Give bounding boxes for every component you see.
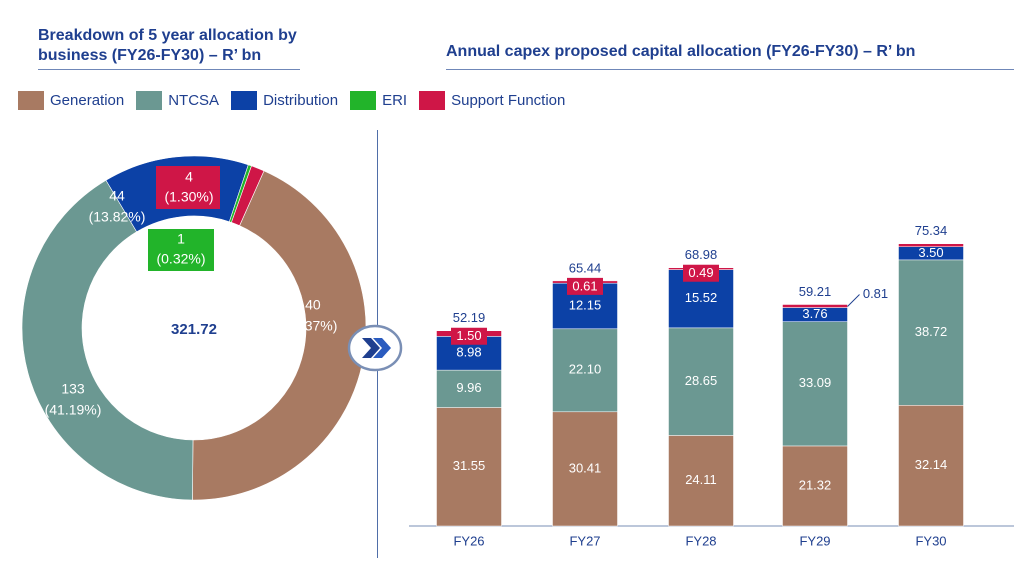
donut-pct-support-function: (1.30%) xyxy=(164,189,213,205)
bar-value-fy28-distribution: 15.52 xyxy=(685,290,718,305)
legend-label: NTCSA xyxy=(168,91,220,109)
legend: Generation NTCSA Distribution ERI Support Fu… xyxy=(18,88,577,112)
bar-fy27-generation xyxy=(552,411,618,527)
donut-center-total: 321.72 xyxy=(171,321,217,338)
bar-label-box-fy28 xyxy=(683,264,719,282)
legend-label: Generation xyxy=(50,91,125,109)
bar-value-fy27-ntcsa: 22.10 xyxy=(569,362,602,377)
legend-swatch xyxy=(136,90,163,110)
legend-label: ERI xyxy=(382,91,408,109)
donut-chart-title: Breakdown of 5 year allocation by busine… xyxy=(38,26,368,66)
legend-item-ntcsa: NTCSA xyxy=(136,90,220,110)
bar-chart-title: Annual capex proposed capital allocation… xyxy=(446,43,916,60)
x-tick-fy29: FY29 xyxy=(799,533,830,548)
bar-value-fy30-generation: 32.14 xyxy=(915,457,948,472)
bar-fy26-ntcsa xyxy=(436,369,502,408)
x-tick-fy27: FY27 xyxy=(569,533,600,548)
chevron-icon xyxy=(362,338,380,358)
donut-slice-generation xyxy=(192,170,367,501)
bar-value-fy29-ntcsa: 33.09 xyxy=(799,375,832,390)
bar-value-fy28-ntcsa: 28.65 xyxy=(685,373,718,388)
bar-fy30-generation xyxy=(898,405,964,527)
right-title-underline xyxy=(446,69,1014,70)
donut-label-box-eri xyxy=(148,229,214,271)
donut-pct-distribution: (13.82%) xyxy=(89,209,146,225)
donut-pct-ntcsa: (41.19%) xyxy=(45,402,102,418)
bar-total-fy28: 68.98 xyxy=(685,247,718,262)
bar-fy27-ntcsa xyxy=(552,328,618,413)
bar-label-box-fy26 xyxy=(451,327,487,345)
legend-swatch xyxy=(18,90,44,110)
chevron-icon-2 xyxy=(373,338,391,358)
donut-title-line-1: Breakdown of 5 year allocation by xyxy=(38,27,297,44)
legend-item-generation: Generation xyxy=(18,90,125,110)
bar-fy26-generation xyxy=(436,407,502,527)
donut-value-ntcsa: 133 xyxy=(61,381,85,397)
bar-value-fy26-distribution: 8.98 xyxy=(456,345,481,360)
bar-value-fy29-support-function: 0.81 xyxy=(863,286,888,301)
donut-value-support-function: 4 xyxy=(185,169,193,185)
bar-value-fy30-distribution: 3.50 xyxy=(918,245,943,260)
donut-pct-eri: (0.32%) xyxy=(156,251,205,267)
legend-item-support-function: Support Function xyxy=(419,90,566,110)
legend-label: Support Function xyxy=(451,91,566,109)
legend-item-distribution: Distribution xyxy=(231,90,339,110)
bar-fy29-support-function xyxy=(782,304,848,308)
x-tick-fy28: FY28 xyxy=(685,533,716,548)
bar-value-fy27-support-function: 0.61 xyxy=(572,278,597,293)
legend-swatch xyxy=(350,90,377,110)
donut-title-line-2: business (FY26-FY30) – R’ bn xyxy=(38,47,262,64)
bar-value-fy30-ntcsa: 38.72 xyxy=(915,324,948,339)
bar-value-fy29-distribution: 3.76 xyxy=(802,306,827,321)
x-tick-fy30: FY30 xyxy=(915,533,946,548)
bar-total-fy26: 52.19 xyxy=(453,310,486,325)
bar-total-fy27: 65.44 xyxy=(569,260,602,275)
legend-item-eri: ERI xyxy=(350,90,408,110)
bar-total-fy30: 75.34 xyxy=(915,223,948,238)
bar-value-fy28-support-function: 0.49 xyxy=(688,265,713,280)
donut-value-eri: 1 xyxy=(177,231,185,247)
left-title-underline xyxy=(38,69,300,70)
bar-label-box-fy27 xyxy=(567,277,603,295)
leader-line-fy29 xyxy=(847,294,860,307)
bar-value-fy26-support-function: 1.50 xyxy=(456,328,481,343)
legend-swatch xyxy=(419,90,446,110)
bar-fy29-generation xyxy=(782,445,848,527)
bar-total-fy29: 59.21 xyxy=(799,284,832,299)
bar-value-fy26-ntcsa: 9.96 xyxy=(456,380,481,395)
bar-value-fy26-generation: 31.55 xyxy=(453,458,486,473)
donut-value-generation: 140 xyxy=(297,297,321,313)
bar-fy30-ntcsa xyxy=(898,259,964,406)
donut-pct-generation: (43.37%) xyxy=(281,318,338,334)
bar-fy30-support-function xyxy=(898,243,964,247)
donut-value-distribution: 44 xyxy=(109,188,125,204)
bar-value-fy28-generation: 24.11 xyxy=(685,472,717,487)
x-tick-fy26: FY26 xyxy=(453,533,484,548)
bar-fy29-ntcsa xyxy=(782,321,848,447)
donut-slice-ntcsa xyxy=(21,179,194,501)
bar-fy28-generation xyxy=(668,435,734,527)
donut-slice-support-function xyxy=(231,165,265,227)
legend-label: Distribution xyxy=(263,91,339,109)
legend-swatch xyxy=(231,90,258,110)
donut-label-box-support-function xyxy=(156,166,220,209)
bar-value-fy27-distribution: 12.15 xyxy=(569,297,602,312)
bar-value-fy29-generation: 21.32 xyxy=(799,477,832,492)
bar-value-fy27-generation: 30.41 xyxy=(569,460,602,475)
